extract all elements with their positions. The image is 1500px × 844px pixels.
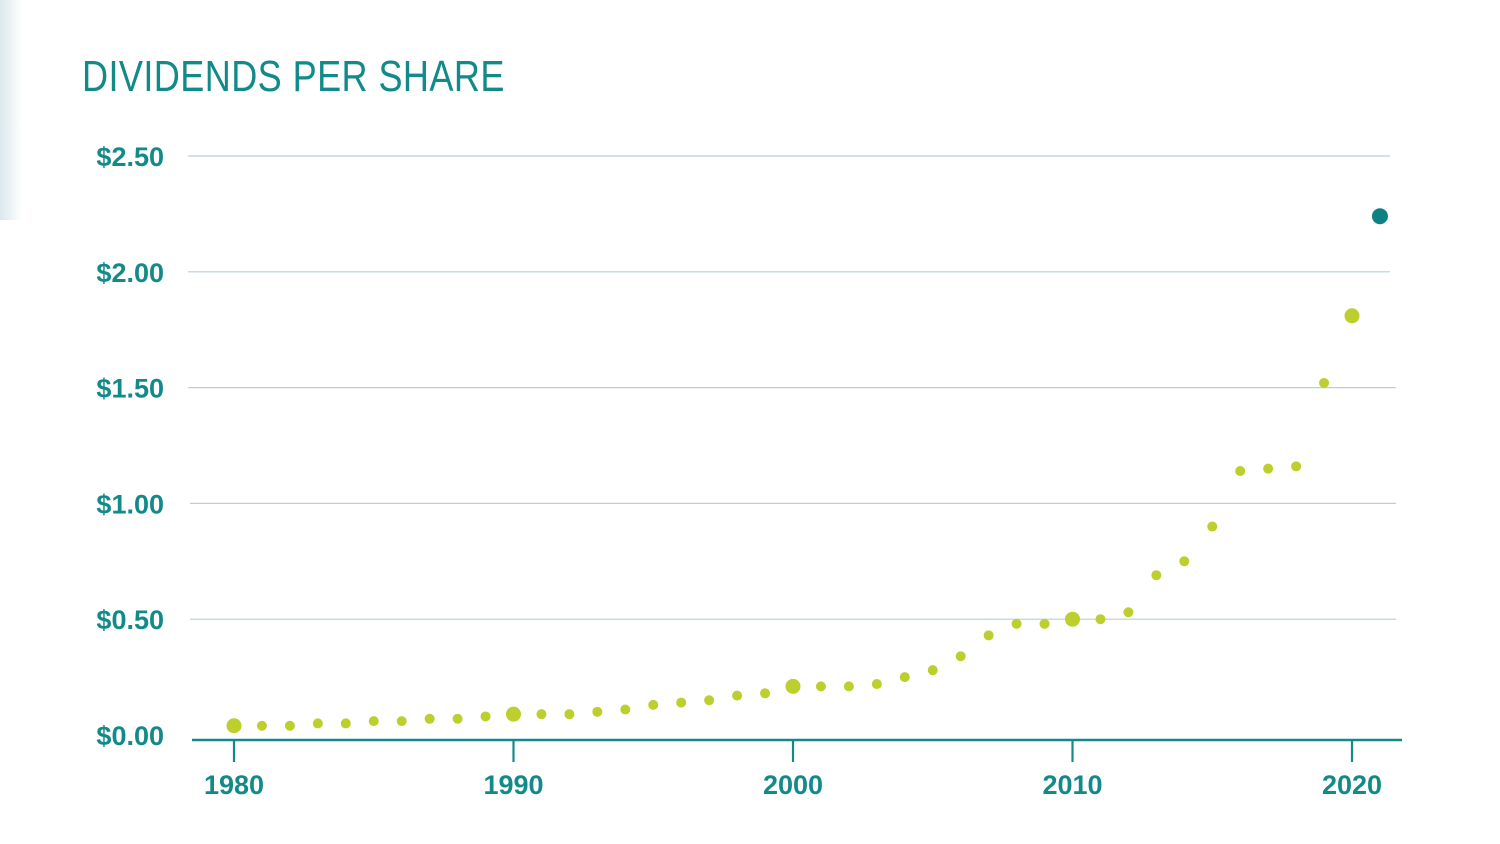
data-point-2021: [1371, 208, 1388, 225]
data-point-2019: [1319, 377, 1330, 388]
y-tick-label-3: $1.50: [96, 374, 164, 404]
x-tick-label-1990: 1990: [483, 770, 543, 800]
data-point-1995: [648, 699, 659, 710]
data-point-1993: [592, 706, 603, 717]
x-tick-label-2020: 2020: [1322, 770, 1382, 800]
data-point-1990: [506, 706, 521, 722]
data-point-1991: [536, 709, 547, 720]
data-point-1996: [676, 697, 687, 708]
y-tick-label-0: $0.00: [96, 721, 164, 751]
y-tick-label-5: $2.50: [96, 142, 164, 172]
data-point-2018: [1291, 461, 1302, 472]
data-point-2010: [1065, 611, 1080, 627]
data-point-2014: [1179, 556, 1190, 567]
data-point-2020: [1344, 308, 1360, 324]
data-point-1998: [732, 690, 743, 701]
data-point-2011: [1095, 614, 1106, 625]
data-point-1984: [340, 718, 351, 729]
data-point-2006: [955, 651, 966, 662]
data-point-2005: [927, 665, 938, 676]
data-point-2016: [1235, 465, 1246, 476]
data-point-1994: [620, 704, 631, 715]
data-point-2007: [983, 630, 994, 641]
y-tick-label-1: $0.50: [96, 605, 164, 635]
chart-title: DIVIDENDS PER SHARE: [82, 52, 505, 101]
data-point-1988: [452, 713, 463, 724]
x-tick-label-1980: 1980: [204, 770, 264, 800]
data-point-2004: [899, 672, 910, 683]
data-point-1980: [226, 718, 242, 734]
data-point-2013: [1151, 570, 1162, 581]
data-point-1983: [312, 718, 323, 729]
x-tick-label-2010: 2010: [1042, 770, 1102, 800]
data-point-1981: [256, 720, 267, 731]
data-point-2017: [1263, 463, 1274, 474]
x-tick-label-2000: 2000: [763, 770, 823, 800]
data-point-1987: [424, 713, 435, 724]
data-point-2008: [1011, 618, 1022, 629]
data-point-1982: [284, 720, 295, 731]
data-point-2002: [843, 681, 854, 692]
data-point-2001: [815, 681, 826, 692]
data-point-2012: [1123, 607, 1134, 618]
data-point-1985: [368, 716, 379, 727]
data-point-1997: [704, 695, 715, 706]
data-point-1992: [564, 709, 575, 720]
data-point-1999: [760, 688, 771, 699]
data-point-1989: [480, 711, 491, 722]
data-point-1986: [396, 716, 407, 727]
y-tick-label-2: $1.00: [96, 489, 164, 519]
data-point-2003: [871, 679, 882, 690]
data-point-2009: [1039, 618, 1050, 629]
y-tick-label-4: $2.00: [96, 258, 164, 288]
data-point-2000: [785, 678, 801, 694]
decorative-brush-edge: [0, 0, 22, 220]
data-point-2015: [1207, 521, 1218, 532]
